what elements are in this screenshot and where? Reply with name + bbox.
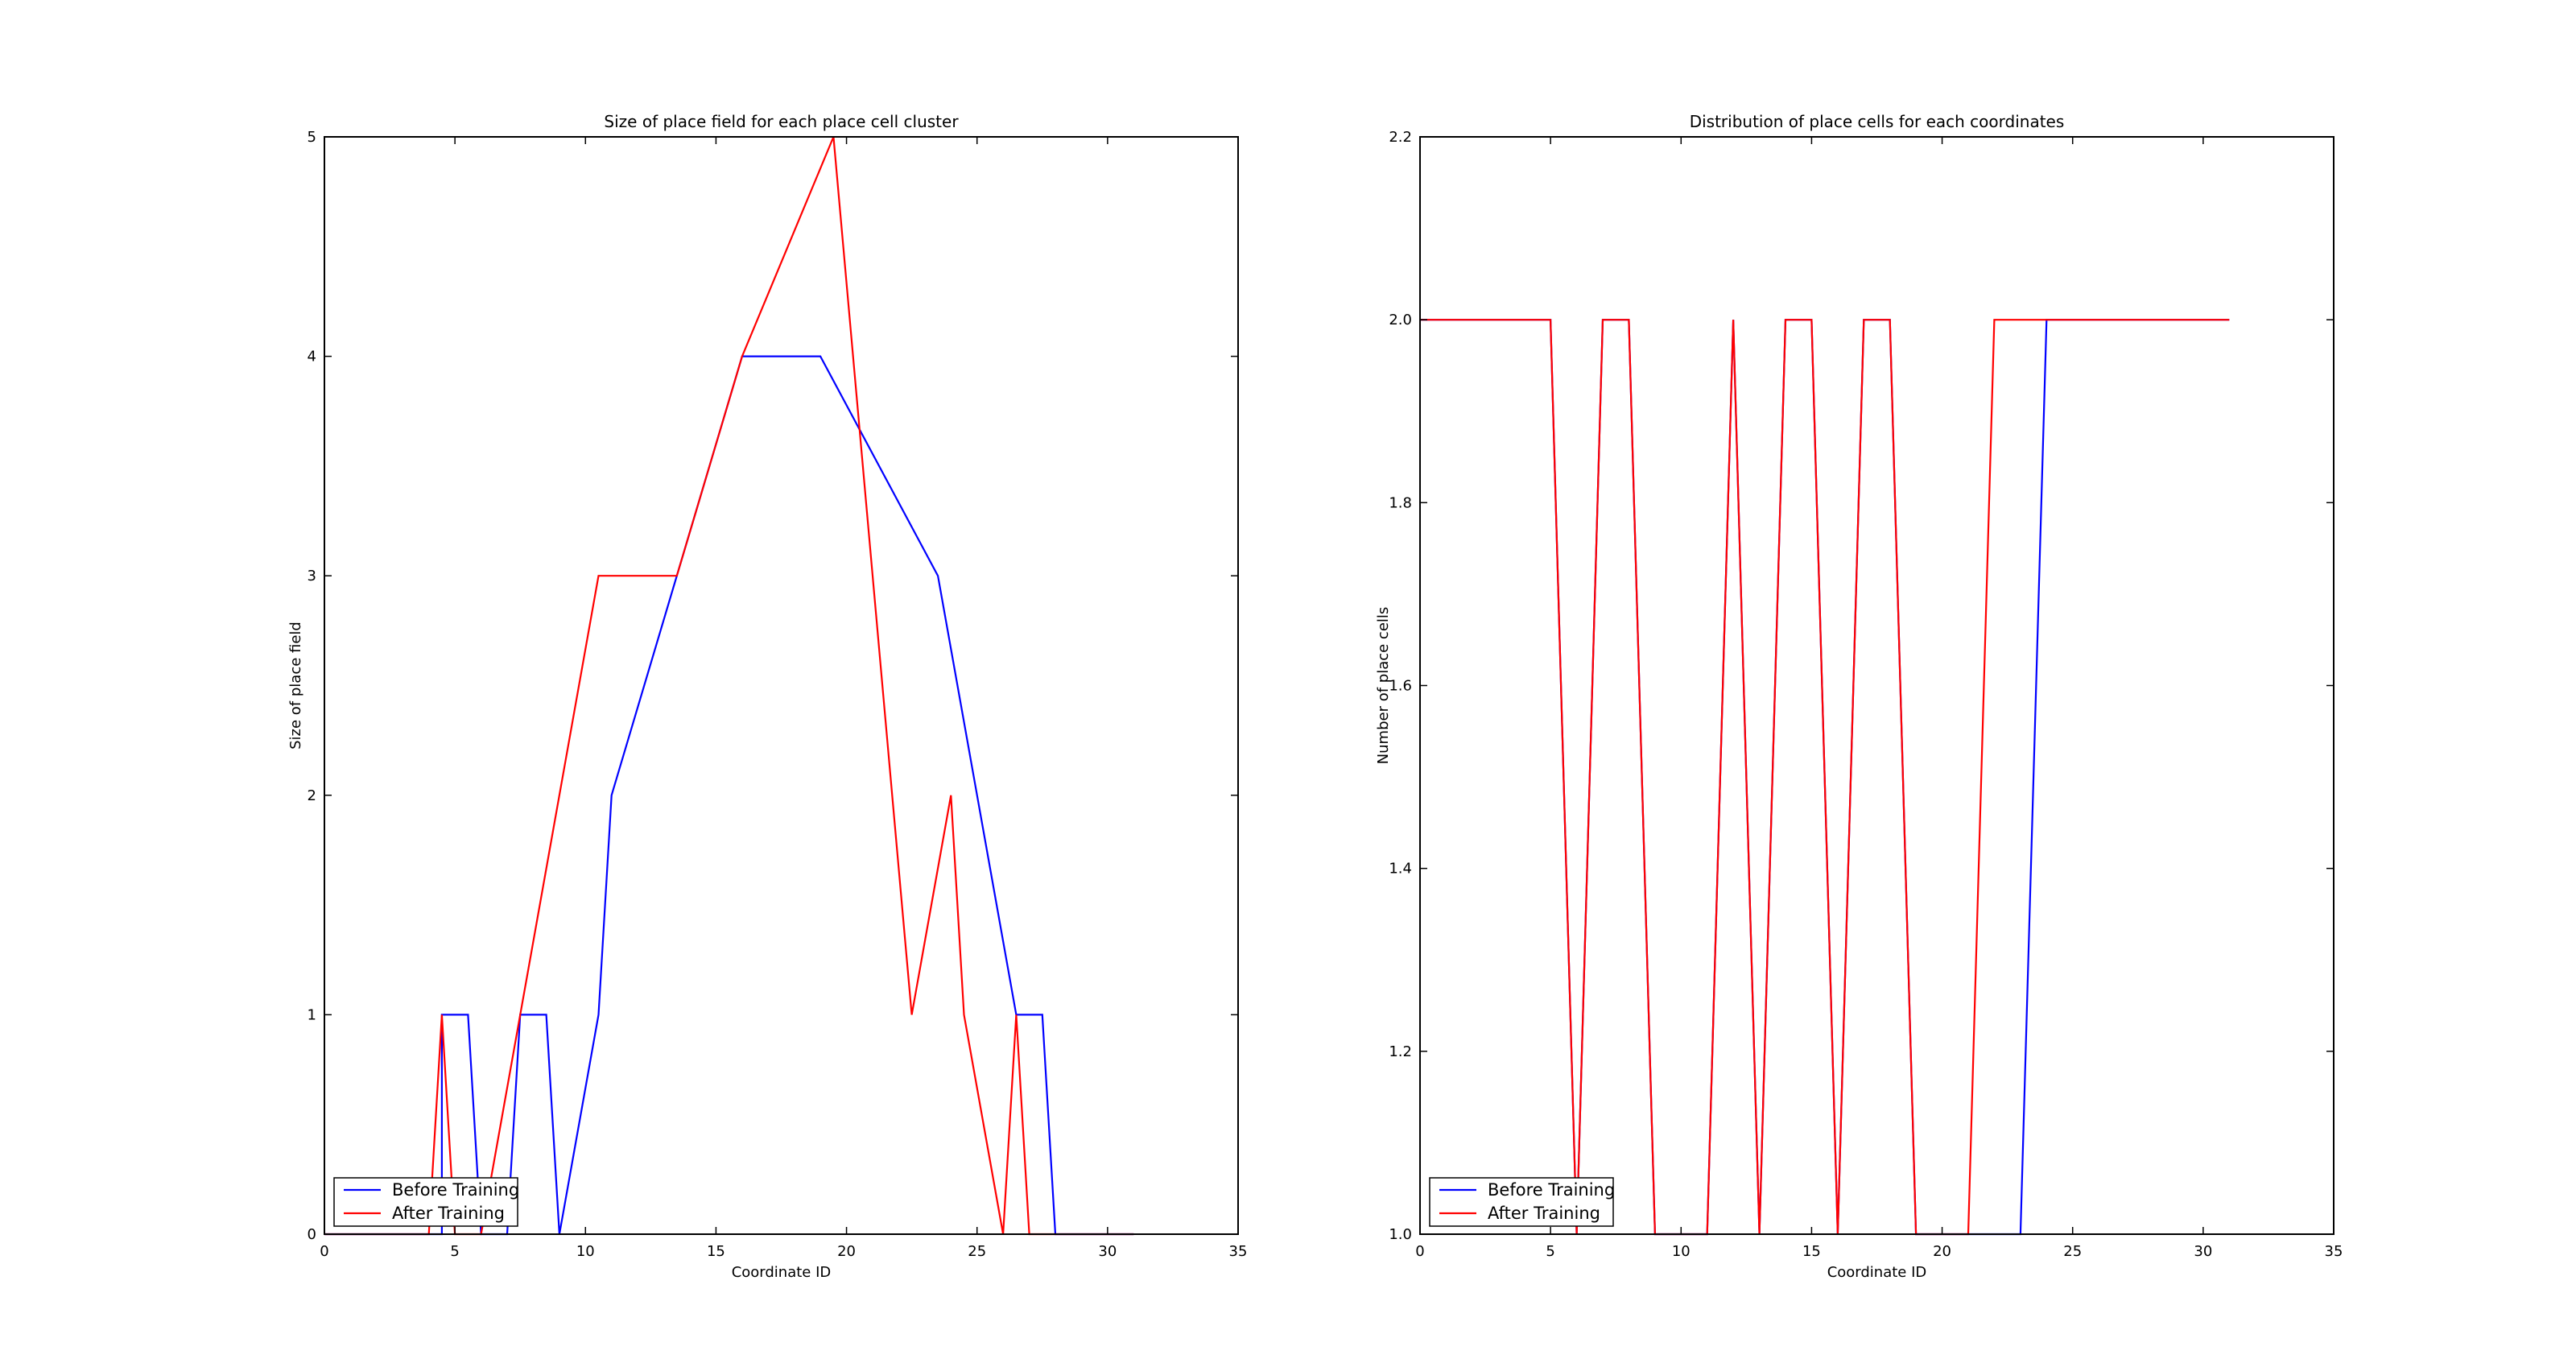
x-axis-label: Coordinate ID bbox=[732, 1264, 832, 1281]
legend-label: Before Training bbox=[1488, 1180, 1615, 1200]
x-tick-label: 0 bbox=[1415, 1243, 1424, 1260]
legend: Before Training After Training bbox=[333, 1177, 519, 1227]
legend-box bbox=[1429, 1177, 1614, 1227]
legend-label: After Training bbox=[392, 1204, 505, 1223]
legend-label: After Training bbox=[1488, 1204, 1600, 1223]
y-tick-label: 0 bbox=[308, 1226, 316, 1243]
x-axis-label: Coordinate ID bbox=[1827, 1264, 1927, 1281]
y-tick-label: 1.6 bbox=[1389, 678, 1412, 695]
y-tick-label: 2 bbox=[308, 787, 316, 804]
y-tick-label: 4 bbox=[308, 349, 316, 366]
x-tick-label: 30 bbox=[1098, 1243, 1117, 1260]
y-tick-label: 2.0 bbox=[1389, 312, 1412, 328]
x-tick-label: 10 bbox=[1672, 1243, 1690, 1260]
x-tick-label: 15 bbox=[1802, 1243, 1821, 1260]
series-line-after-training bbox=[324, 136, 1134, 1236]
chart-place-field-size: 0 5 10 15 20 25 30 35 0 1 2 3 4 5 Size of place field … bbox=[287, 112, 1247, 1281]
y-tick-label: 1 bbox=[308, 1006, 316, 1023]
y-tick-label: 1.8 bbox=[1389, 494, 1412, 511]
legend: Before Training After Training bbox=[1429, 1177, 1615, 1227]
x-tick-label: 0 bbox=[320, 1243, 328, 1260]
legend-label: Before Training bbox=[392, 1180, 519, 1200]
x-tick-label: 15 bbox=[707, 1243, 725, 1260]
y-axis-label: Size of place field bbox=[287, 622, 304, 750]
x-tick-label: 25 bbox=[2063, 1243, 2082, 1260]
y-tick-label: 3 bbox=[308, 568, 316, 584]
chart-place-cell-distribution: 0 5 10 15 20 25 30 35 1.0 1.2 1.4 1.6 1.8 2.0 2.2 Distr… bbox=[1375, 112, 2343, 1281]
y-tick-label: 1.4 bbox=[1389, 861, 1412, 878]
x-tick-label: 20 bbox=[1933, 1243, 1951, 1260]
x-tick-label: 30 bbox=[2194, 1243, 2212, 1260]
y-tick-label: 5 bbox=[308, 129, 316, 146]
y-tick-label: 1.2 bbox=[1389, 1043, 1412, 1060]
y-axis-label: Number of place cells bbox=[1375, 607, 1392, 765]
x-tick-label: 25 bbox=[968, 1243, 986, 1260]
x-tick-label: 35 bbox=[2325, 1243, 2343, 1260]
x-tick-label: 5 bbox=[1546, 1243, 1554, 1260]
x-tick-label: 5 bbox=[450, 1243, 459, 1260]
x-tick-label: 20 bbox=[837, 1243, 856, 1260]
y-tick-label: 1.0 bbox=[1389, 1226, 1412, 1243]
x-tick-label: 10 bbox=[576, 1243, 595, 1260]
axes-frame bbox=[324, 136, 1239, 1235]
chart-title: Distribution of place cells for each coo… bbox=[1690, 112, 2065, 131]
y-tick-label: 2.2 bbox=[1389, 129, 1412, 146]
x-tick-label: 35 bbox=[1229, 1243, 1248, 1260]
legend-box bbox=[333, 1177, 518, 1227]
chart-title: Size of place field for each place cell … bbox=[604, 112, 959, 131]
